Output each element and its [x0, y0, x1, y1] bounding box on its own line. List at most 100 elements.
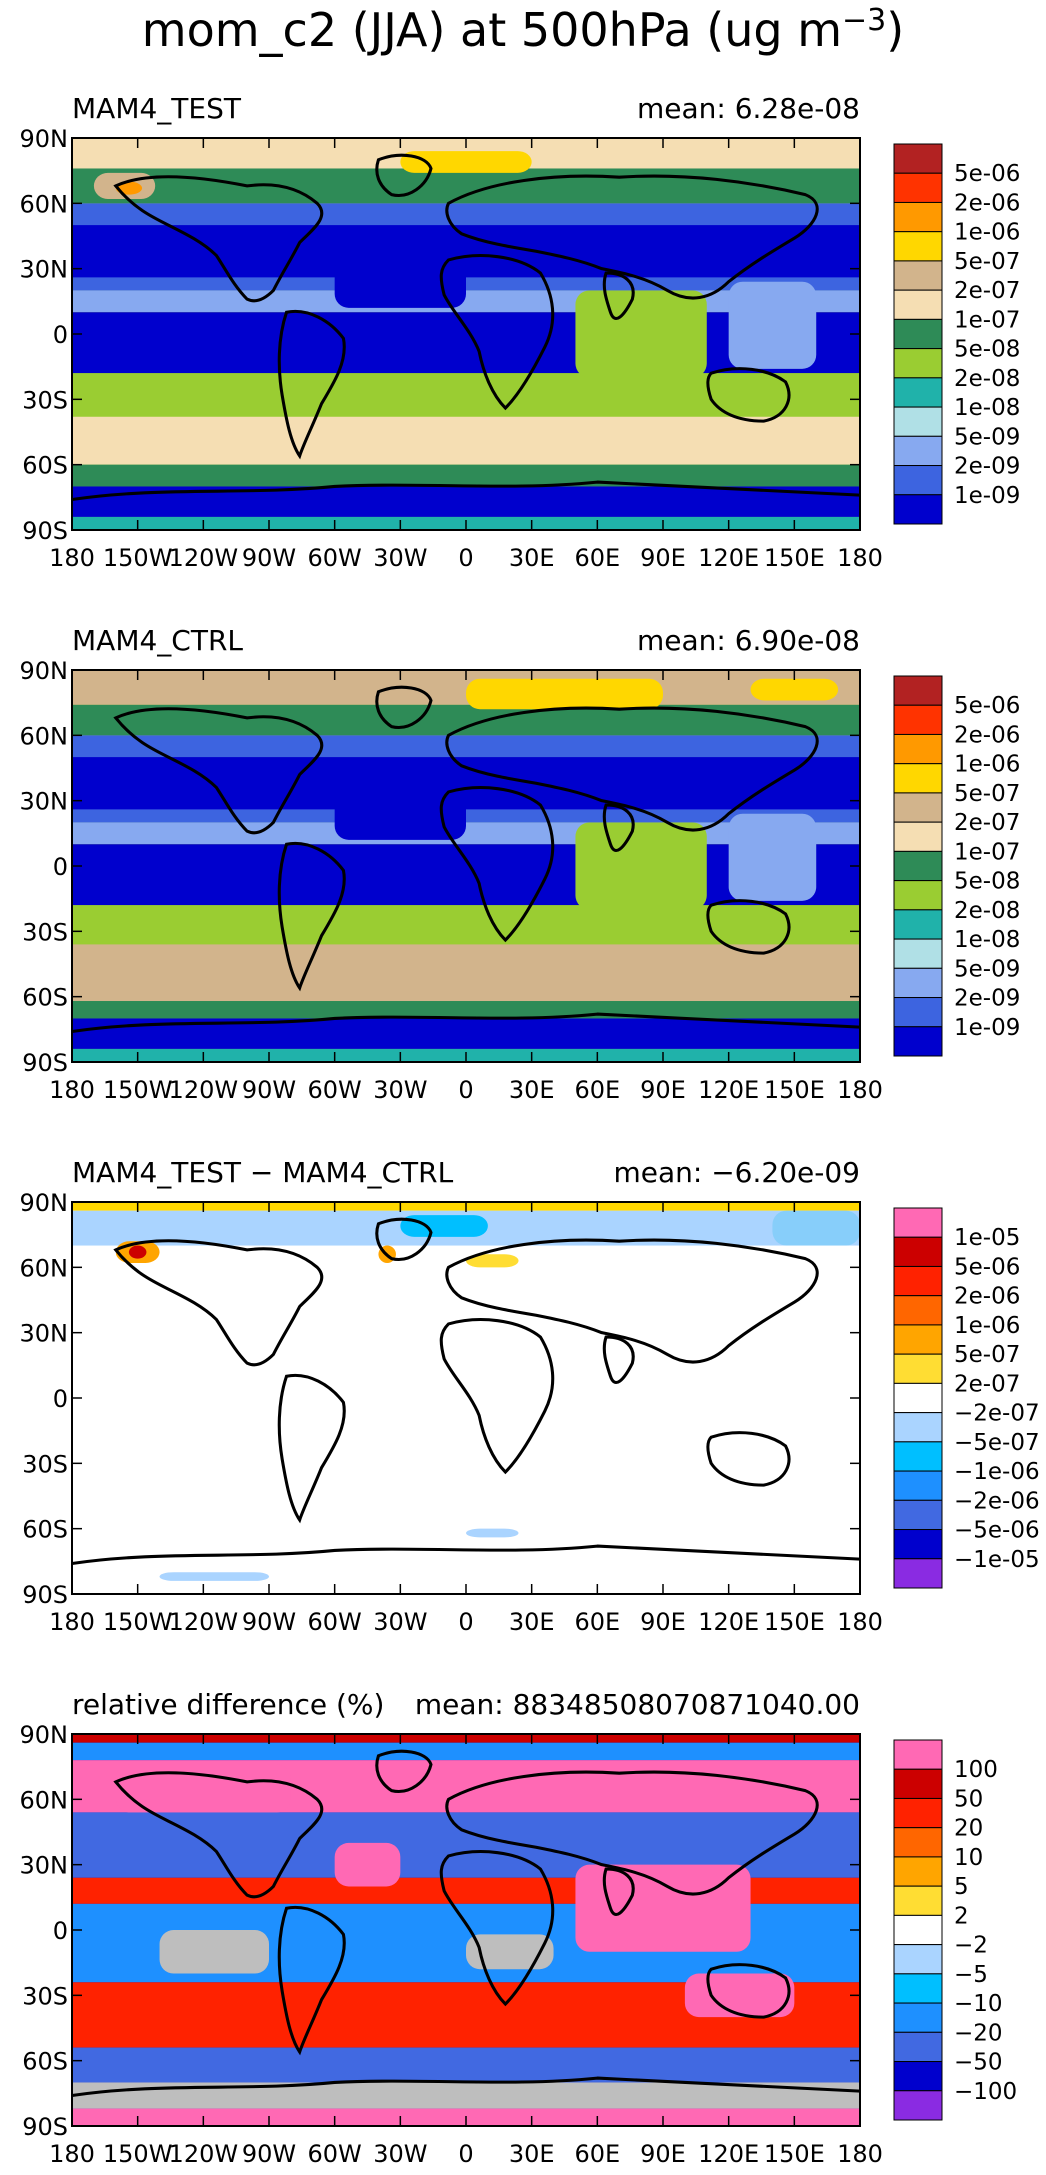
x-tick-label: 150W [103, 544, 173, 572]
colorbar-swatch [893, 704, 943, 735]
x-tick-label: 30E [509, 1076, 555, 1104]
field-patch [575, 290, 707, 378]
x-tick-label: 90W [242, 2140, 296, 2168]
x-tick-label: 150W [103, 1076, 173, 1104]
field-band [72, 2047, 860, 2083]
colorbar-label: 5e-07 [954, 249, 1020, 275]
colorbar-swatch [893, 2031, 943, 2063]
colorbar-swatch [893, 1797, 943, 1829]
x-tick-label: 60W [308, 544, 362, 572]
colorbar-swatch [893, 792, 943, 823]
x-tick-label: 0 [458, 1076, 473, 1104]
colorbar-label: −5e-07 [954, 1430, 1040, 1456]
x-tick-label: 60W [308, 1608, 362, 1636]
x-tick-label: 120W [169, 1608, 239, 1636]
colorbar-label: 2e-07 [954, 278, 1020, 304]
colorbar-label: 1e-09 [954, 1015, 1020, 1041]
colorbar-label: 2e-09 [954, 986, 1020, 1012]
colorbar-label: 2 [954, 1903, 969, 1929]
panel-title-left: MAM4_TEST [72, 92, 242, 125]
colorbar-label: 2e-08 [954, 366, 1020, 392]
x-tick-label: 180 [837, 544, 883, 572]
colorbar-swatch [893, 880, 943, 911]
field-band [72, 1742, 860, 1761]
colorbar-label: 5e-09 [954, 424, 1020, 450]
field-band [72, 1001, 860, 1019]
x-tick-label: 0 [458, 1608, 473, 1636]
colorbar-label: 2e-09 [954, 454, 1020, 480]
x-tick-label: 120W [169, 2140, 239, 2168]
y-tick-label: 90N [20, 657, 69, 685]
colorbar-swatch [893, 1944, 943, 1975]
x-tick-label: 180 [837, 2140, 883, 2168]
colorbar-swatch [893, 348, 943, 379]
colorbar-swatch [893, 675, 943, 706]
colorbar-swatch [893, 733, 943, 765]
field-patch [334, 255, 466, 308]
x-tick-label: 90E [640, 2140, 686, 2168]
colorbar-label: 5 [954, 1874, 969, 1900]
field-patch [400, 1215, 488, 1237]
colorbar-swatch [893, 172, 943, 203]
colorbar-swatch [893, 821, 943, 852]
x-tick-label: 180 [49, 1076, 95, 1104]
colorbar-label: 2e-06 [954, 190, 1020, 216]
x-tick-label: 120E [698, 1608, 759, 1636]
colorbar-label: 1e-06 [954, 1313, 1020, 1339]
panel-title-right: mean: 6.28e-08 [637, 92, 860, 125]
x-tick-label: 60E [574, 2140, 620, 2168]
colorbar-swatch [893, 1529, 943, 1560]
x-tick-label: 60E [574, 1076, 620, 1104]
x-tick-label: 90W [242, 1076, 296, 1104]
field-patch [750, 678, 839, 701]
panel-title-right: mean: 88348508070871040.00 [415, 1688, 860, 1721]
colorbar-label: −5e-06 [954, 1518, 1040, 1544]
field-patch [466, 1528, 519, 1538]
colorbar-swatch [893, 2061, 943, 2092]
x-tick-label: 90W [242, 544, 296, 572]
map-field [70, 1202, 862, 1594]
colorbar-label: 1e-09 [954, 483, 1020, 509]
x-tick-label: 150E [764, 1076, 825, 1104]
colorbar-swatch [893, 1558, 943, 1589]
x-tick-label: 30W [373, 2140, 427, 2168]
x-tick-label: 0 [458, 2140, 473, 2168]
field-patch [466, 1934, 554, 1970]
field-band [72, 373, 860, 417]
x-tick-label: 120W [169, 544, 239, 572]
colorbar-label: −10 [954, 1991, 1003, 2017]
x-tick-label: 150E [764, 1608, 825, 1636]
x-tick-label: 90E [640, 1076, 686, 1104]
panel-title-right: mean: −6.20e-09 [613, 1156, 860, 1189]
x-tick-label: 30W [373, 1076, 427, 1104]
colorbar-swatch [893, 2002, 943, 2033]
colorbar-swatch [893, 1324, 943, 1355]
colorbar-label: 2e-08 [954, 898, 1020, 924]
field-band [72, 464, 860, 487]
colorbar-swatch [893, 406, 943, 437]
colorbar-label: 2e-07 [954, 1371, 1020, 1397]
x-tick-label: 180 [837, 1608, 883, 1636]
field-band [72, 168, 860, 204]
x-tick-label: 60W [308, 1076, 362, 1104]
colorbar-label: 5e-07 [954, 1342, 1020, 1368]
colorbar-label: 1e-06 [954, 220, 1020, 246]
field-patch [334, 1842, 401, 1887]
field-band [72, 905, 860, 945]
colorbar-swatch [893, 1499, 943, 1531]
colorbar-swatch [893, 1412, 943, 1443]
x-tick-label: 90W [242, 1608, 296, 1636]
colorbar-swatch [893, 1973, 943, 2004]
y-tick-label: 60N [20, 1786, 69, 1814]
x-tick-label: 150W [103, 2140, 173, 2168]
field-patch [334, 787, 466, 840]
colorbar-label: 5e-06 [954, 1254, 1020, 1280]
x-tick-label: 120W [169, 1076, 239, 1104]
colorbar-swatch [893, 1470, 943, 1501]
panel-relative-difference: relative difference (%) mean: 88348508070… [20, 1688, 1018, 2168]
colorbar-swatch [893, 1353, 943, 1384]
y-tick-label: 90S [22, 517, 68, 545]
y-tick-label: 60N [20, 190, 69, 218]
y-tick-label: 90S [22, 2113, 68, 2141]
